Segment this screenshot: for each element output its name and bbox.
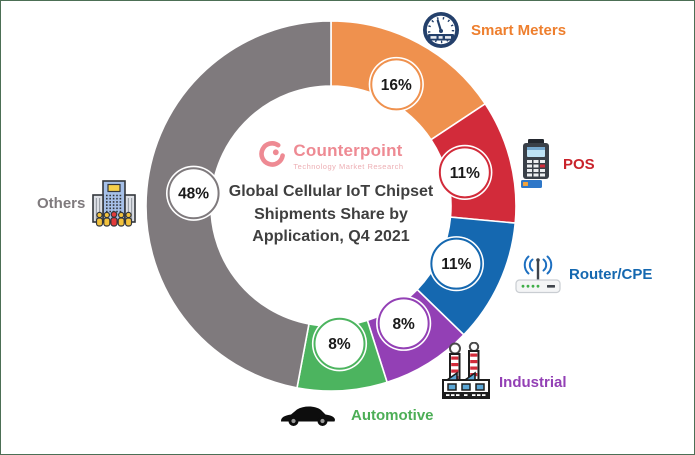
legend-label-smart-meters: Smart Meters: [471, 21, 567, 39]
legend-item-pos: POS: [519, 139, 595, 189]
counterpoint-logo-icon: [258, 140, 286, 168]
factory-icon: [441, 341, 491, 400]
chart-title: Global Cellular IoT Chipset Shipments Sh…: [199, 181, 463, 249]
legend-item-others: Others: [37, 180, 137, 227]
logo-name: Counterpoint: [293, 141, 403, 160]
counterpoint-logo-text: Counterpoint Technology Market Research: [293, 140, 403, 171]
legend-label-pos: POS: [563, 155, 595, 173]
legend-item-router-cpe: Router/CPE: [515, 253, 652, 295]
percent-bubble-pos: [438, 146, 491, 199]
building-icon: [92, 180, 137, 227]
chart-title-line2: Shipments Share by: [254, 205, 408, 223]
pos-terminal-icon: [519, 139, 553, 189]
gauge-icon: [422, 11, 460, 49]
legend-label-router-cpe: Router/CPE: [569, 265, 653, 283]
percent-bubble-industrial: [377, 297, 430, 350]
percent-label-router-cpe: 11%: [441, 256, 471, 273]
donut-segment-others: [145, 20, 332, 389]
legend-item-industrial: Industrial: [441, 341, 567, 400]
percent-label-automotive: 8%: [328, 336, 351, 353]
logo-tagline: Technology Market Research: [293, 161, 404, 171]
percent-bubble-smart-meters: [370, 58, 423, 111]
legend-label-automotive: Automotive: [351, 406, 434, 424]
chart-title-line1: Global Cellular IoT Chipset: [228, 182, 434, 200]
counterpoint-logo: Counterpoint Technology Market Research: [199, 140, 463, 171]
percent-label-others: 48%: [178, 186, 209, 203]
chart-center-block: Counterpoint Technology Market Research …: [199, 140, 463, 249]
legend-label-others: Others: [37, 195, 86, 212]
router-icon: [515, 253, 561, 295]
percent-bubble-router-cpe: [430, 237, 483, 290]
legend-item-smart-meters: Smart Meters: [422, 11, 566, 49]
percent-label-pos: 11%: [450, 165, 480, 182]
percent-label-industrial: 8%: [392, 316, 415, 333]
legend-label-industrial: Industrial: [499, 374, 567, 391]
percent-bubble-others: [167, 167, 220, 220]
chart-title-line3: Application, Q4 2021: [252, 228, 410, 246]
legend-item-automotive: Automotive: [278, 402, 434, 428]
car-icon: [278, 402, 338, 428]
percent-label-smart-meters: 16%: [381, 77, 412, 94]
percent-bubble-automotive: [313, 317, 366, 370]
